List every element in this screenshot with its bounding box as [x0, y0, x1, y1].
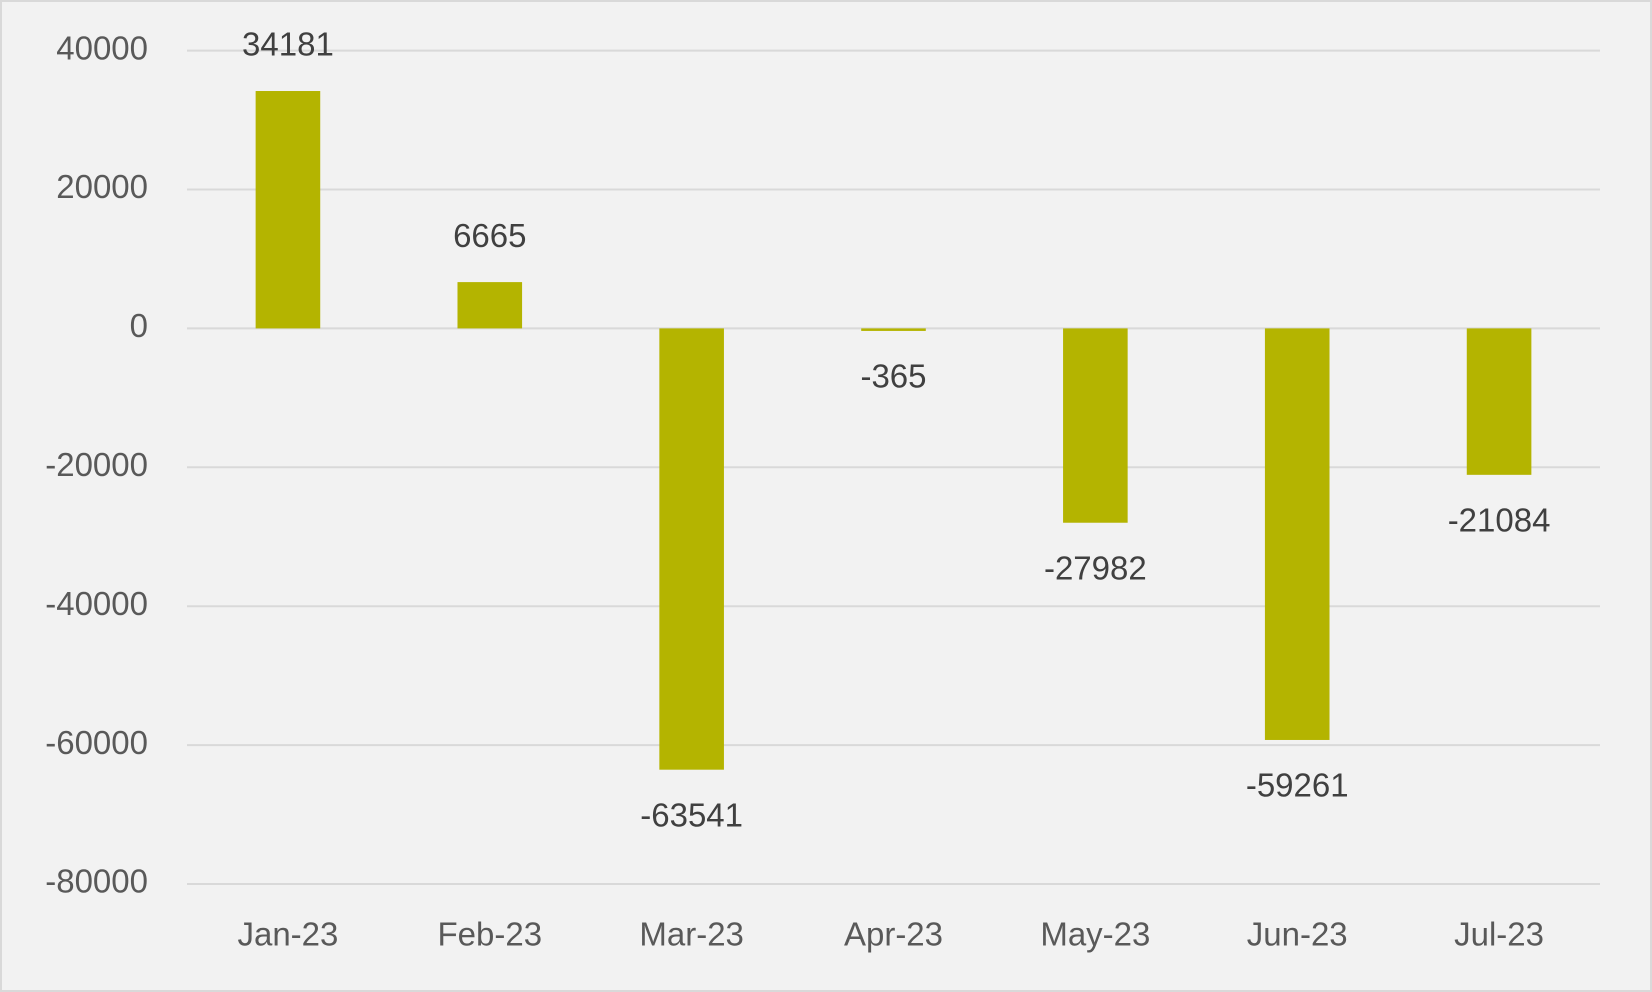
x-tick-label: Apr-23: [844, 916, 943, 953]
bar: [659, 328, 724, 770]
x-tick-label: Jun-23: [1247, 916, 1348, 953]
bar: [255, 91, 321, 329]
y-tick-label: -60000: [45, 724, 148, 761]
bar: [1264, 328, 1330, 740]
data-label: 6665: [453, 217, 526, 254]
x-tick-label: Jan-23: [237, 916, 338, 953]
y-tick-label: -40000: [45, 585, 148, 622]
data-label: 34181: [242, 26, 334, 63]
data-label: -63541: [640, 796, 743, 833]
y-tick-label: 0: [130, 307, 148, 344]
y-tick-label: 20000: [56, 168, 148, 205]
data-label: -365: [860, 358, 926, 395]
data-label: -21084: [1448, 502, 1551, 539]
x-tick-label: Mar-23: [639, 916, 744, 953]
y-tick-label: 40000: [56, 29, 148, 66]
bar: [457, 282, 523, 329]
bar: [1466, 328, 1532, 475]
x-tick-label: Jul-23: [1454, 916, 1544, 953]
bar: [1063, 328, 1128, 523]
x-tick-label: May-23: [1040, 916, 1150, 953]
x-tick-label: Feb-23: [438, 916, 543, 953]
y-tick-label: -80000: [45, 863, 148, 900]
y-tick-label: -20000: [45, 446, 148, 483]
data-label: -59261: [1246, 767, 1349, 804]
data-label: -27982: [1044, 549, 1147, 586]
bar: [861, 328, 926, 331]
